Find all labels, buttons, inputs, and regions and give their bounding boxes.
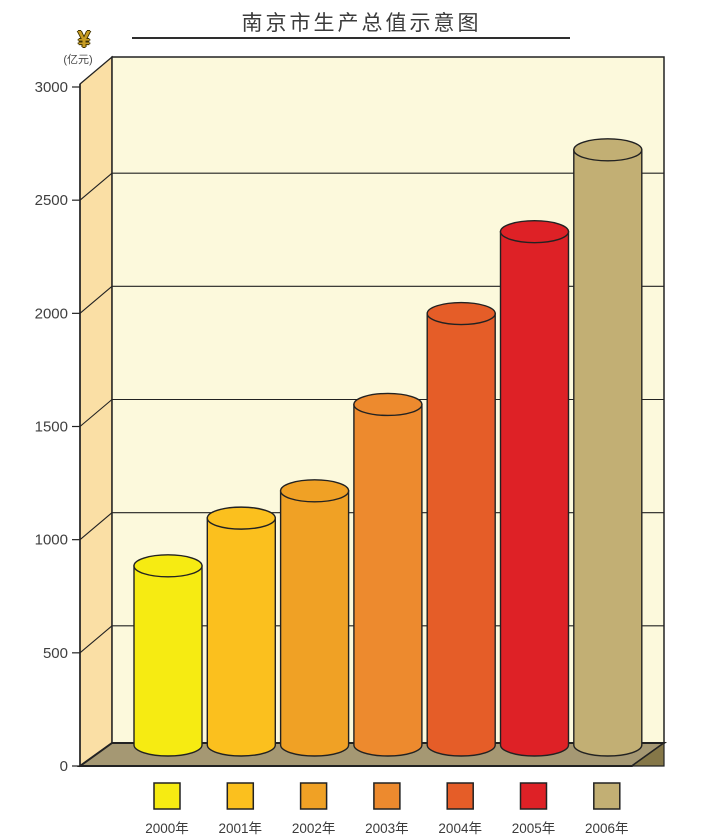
legend-item: 2002年 <box>292 782 336 836</box>
y-tick-label: 1500 <box>35 419 68 436</box>
legend-label: 2002年 <box>292 821 336 836</box>
legend-label: 2006年 <box>585 821 629 836</box>
cylinder-body <box>499 230 570 757</box>
cylinder-body <box>133 565 203 757</box>
cylinder-2006年 <box>573 138 643 757</box>
gridline-diagonal <box>79 399 113 427</box>
legend-swatch <box>153 782 181 810</box>
y-tick-label: 1000 <box>35 532 68 549</box>
cylinder-layer <box>133 138 643 757</box>
axis-side-wall <box>79 55 113 768</box>
gridline-diagonal <box>79 172 113 201</box>
cylinder-top <box>353 392 423 417</box>
legend-label: 2000年 <box>145 821 189 836</box>
y-tick-label: 0 <box>60 758 68 775</box>
legend-label: 2003年 <box>365 821 409 836</box>
title-underline <box>132 37 570 39</box>
cylinder-top <box>279 479 350 503</box>
legend-item: 2006年 <box>585 782 629 836</box>
cylinder-body <box>426 312 496 757</box>
legend-label: 2004年 <box>438 821 482 836</box>
y-axis-unit-label: (亿元) <box>63 54 93 66</box>
cylinder-body <box>353 403 423 757</box>
legend-swatch <box>519 782 548 810</box>
cylinder-2001年 <box>206 506 277 757</box>
cylinder-top <box>206 506 277 530</box>
gridline-diagonal <box>79 285 113 314</box>
cylinder-top <box>499 219 570 244</box>
legend-item: 2004年 <box>438 782 482 836</box>
legend: 2000年 2001年 2002年 2003年 2004年 2005年 2006年 <box>145 782 629 836</box>
cylinder-body <box>279 490 350 757</box>
legend-label: 2001年 <box>219 821 263 836</box>
legend-item: 2003年 <box>365 782 409 836</box>
legend-swatch <box>446 782 474 810</box>
y-tick-labels: 0 500 1000 1500 2000 2500 3000 <box>35 79 68 775</box>
legend-swatch <box>373 782 401 810</box>
y-tick-label: 500 <box>43 645 68 662</box>
cylinder-top <box>573 138 643 162</box>
gridline-diagonal <box>79 625 113 654</box>
legend-swatch <box>299 782 328 810</box>
legend-swatch <box>593 782 621 810</box>
chart-title: 南京市生产总值示意图 <box>241 12 482 35</box>
cylinder-2004年 <box>426 301 496 757</box>
floor-shadow-edge <box>630 741 665 767</box>
y-tick-label: 3000 <box>35 79 68 96</box>
cylinder-top <box>133 554 203 578</box>
y-tick-label: 2000 <box>35 305 68 322</box>
legend-item: 2001年 <box>219 782 263 836</box>
cylinder-top <box>426 301 496 326</box>
cylinder-body <box>573 149 643 757</box>
legend-item: 2005年 <box>512 782 556 836</box>
cylinder-2003年 <box>353 392 423 757</box>
y-tick-label: 2500 <box>35 192 68 209</box>
cylinder-2000年 <box>133 554 203 757</box>
cylinder-2005年 <box>499 219 570 757</box>
gridline-diagonal <box>79 512 113 541</box>
legend-swatch <box>226 782 255 810</box>
cylinder-2002年 <box>279 479 350 757</box>
cylinder-body <box>206 517 276 757</box>
legend-label: 2005年 <box>512 821 556 836</box>
legend-item: 2000年 <box>145 782 189 836</box>
yen-currency-icon: ¥ <box>77 26 91 52</box>
